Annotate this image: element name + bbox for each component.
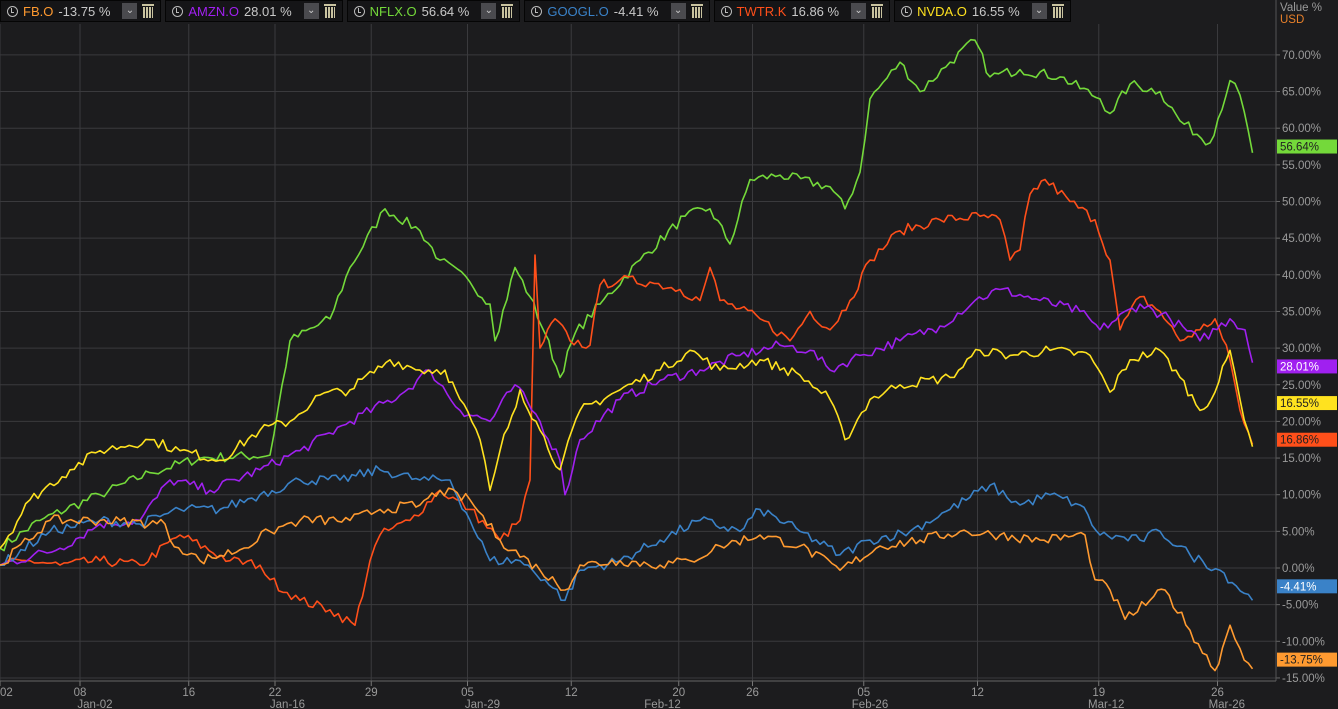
last-value-badge [1277, 359, 1337, 374]
legend-symbol: AMZN.O [188, 3, 239, 19]
trash-icon[interactable] [501, 4, 514, 18]
last-value-badge [1277, 396, 1337, 411]
x-period-label: Mar-26 [1209, 699, 1245, 709]
y-tick-label: 55.00% [1282, 160, 1321, 172]
chevron-down-icon[interactable]: ⌄ [481, 3, 497, 19]
clock-icon [172, 5, 184, 17]
chevron-down-icon[interactable]: ⌄ [303, 3, 319, 19]
x-period-label: Mar-12 [1088, 699, 1124, 709]
x-tick-label: 22 [269, 687, 282, 699]
y-tick-label: -15.00% [1282, 673, 1325, 685]
y-tick-label: 60.00% [1282, 123, 1321, 135]
legend-symbol: NFLX.O [369, 3, 417, 19]
x-tick-label: 16 [182, 687, 195, 699]
x-tick-label: 02 [0, 687, 13, 699]
y-tick-label: 5.00% [1282, 526, 1315, 538]
chevron-down-icon[interactable]: ⌄ [851, 3, 867, 19]
legend-value: 16.55 % [971, 3, 1020, 19]
x-tick-label: 05 [857, 687, 870, 699]
axis-currency-label: USD [1280, 14, 1304, 26]
chevron-down-icon[interactable]: ⌄ [1031, 3, 1047, 19]
last-value-label: 56.64% [1280, 142, 1319, 154]
series-line-twtr-k [0, 178, 1254, 627]
clock-icon [7, 5, 18, 17]
legend-item-nflx-o[interactable]: NFLX.O 56.64 % ⌄ [346, 0, 521, 22]
axis-value-label: Value % [1280, 2, 1322, 14]
legend-value: 28.01 % [243, 3, 292, 19]
legend-value: -4.41 % [613, 3, 659, 19]
trash-icon[interactable] [142, 4, 155, 18]
last-value-badge [1277, 432, 1337, 447]
y-tick-label: 10.00% [1282, 490, 1321, 502]
legend-symbol: FB.O [23, 3, 54, 19]
last-value-badge [1277, 579, 1337, 594]
series-line-amzn-o [0, 287, 1254, 566]
x-tick-label: 08 [74, 687, 87, 699]
y-tick-label: 25.00% [1282, 380, 1321, 392]
x-tick-label: 05 [461, 687, 474, 699]
y-tick-label: -10.00% [1282, 636, 1325, 648]
x-tick-label: 29 [365, 687, 378, 699]
series-line-fb-o [0, 487, 1254, 672]
x-period-label: Jan-16 [270, 699, 305, 709]
series-line-googl-o [0, 465, 1254, 602]
last-value-label: -13.75% [1280, 655, 1323, 667]
x-tick-label: 26 [1211, 687, 1224, 699]
legend-symbol: TWTR.K [736, 3, 787, 19]
legend-item-nvda-o[interactable]: NVDA.O 16.55 % ⌄ [894, 0, 1071, 22]
legend-item-googl-o[interactable]: GOOGL.O -4.41 % ⌄ [524, 0, 710, 22]
y-tick-label: 35.00% [1282, 306, 1321, 318]
legend-symbol: NVDA.O [917, 3, 967, 19]
series-line-nflx-o [0, 38, 1254, 552]
chevron-down-icon[interactable]: ⌄ [122, 3, 138, 19]
y-tick-label: 65.00% [1282, 87, 1321, 99]
x-tick-label: 20 [672, 687, 685, 699]
y-tick-label: 30.00% [1282, 343, 1321, 355]
legend-item-twtr-k[interactable]: TWTR.K 16.86 % ⌄ [713, 0, 891, 22]
y-tick-label: 50.00% [1282, 197, 1321, 209]
last-value-badge [1277, 139, 1337, 154]
legend-value: -13.75 % [58, 3, 111, 19]
x-tick-label: 12 [565, 687, 578, 699]
y-tick-label: 40.00% [1282, 270, 1321, 282]
y-tick-label: 45.00% [1282, 233, 1321, 245]
x-period-label: Feb-12 [644, 699, 680, 709]
x-period-label: Feb-26 [852, 699, 888, 709]
y-tick-label: 20.00% [1282, 416, 1321, 428]
y-tick-label: 15.00% [1282, 453, 1321, 465]
series-legend: FB.O -13.75 % ⌄ AMZN.O 28.01 % ⌄ NFLX.O … [0, 0, 1275, 24]
trash-icon[interactable] [871, 4, 884, 18]
clock-icon [901, 5, 913, 17]
last-value-label: 28.01% [1280, 361, 1319, 373]
x-tick-label: 12 [971, 687, 984, 699]
legend-item-amzn-o[interactable]: AMZN.O 28.01 % ⌄ [165, 0, 343, 22]
x-period-label: Jan-02 [77, 699, 112, 709]
legend-symbol: GOOGL.O [547, 3, 609, 19]
trash-icon[interactable] [690, 4, 703, 18]
x-period-label: Jan-29 [465, 699, 500, 709]
last-value-label: 16.86% [1280, 435, 1319, 447]
trash-icon[interactable] [323, 4, 336, 18]
x-tick-label: 26 [746, 687, 759, 699]
last-value-label: -4.41% [1280, 581, 1316, 593]
y-tick-label: 0.00% [1282, 563, 1315, 575]
legend-item-fb-o[interactable]: FB.O -13.75 % ⌄ [0, 0, 162, 22]
legend-value: 16.86 % [791, 3, 840, 19]
y-tick-label: 70.00% [1282, 50, 1321, 62]
last-value-label: 16.55% [1280, 398, 1319, 410]
legend-value: 56.64 % [421, 3, 470, 19]
last-value-badge [1277, 652, 1337, 667]
clock-icon [720, 5, 732, 17]
series-line-nvda-o [0, 345, 1254, 549]
clock-icon [531, 5, 543, 17]
x-tick-label: 19 [1092, 687, 1105, 699]
trash-icon[interactable] [1051, 4, 1064, 18]
chevron-down-icon[interactable]: ⌄ [670, 3, 686, 19]
y-tick-label: -5.00% [1282, 600, 1318, 612]
clock-icon [353, 5, 365, 17]
